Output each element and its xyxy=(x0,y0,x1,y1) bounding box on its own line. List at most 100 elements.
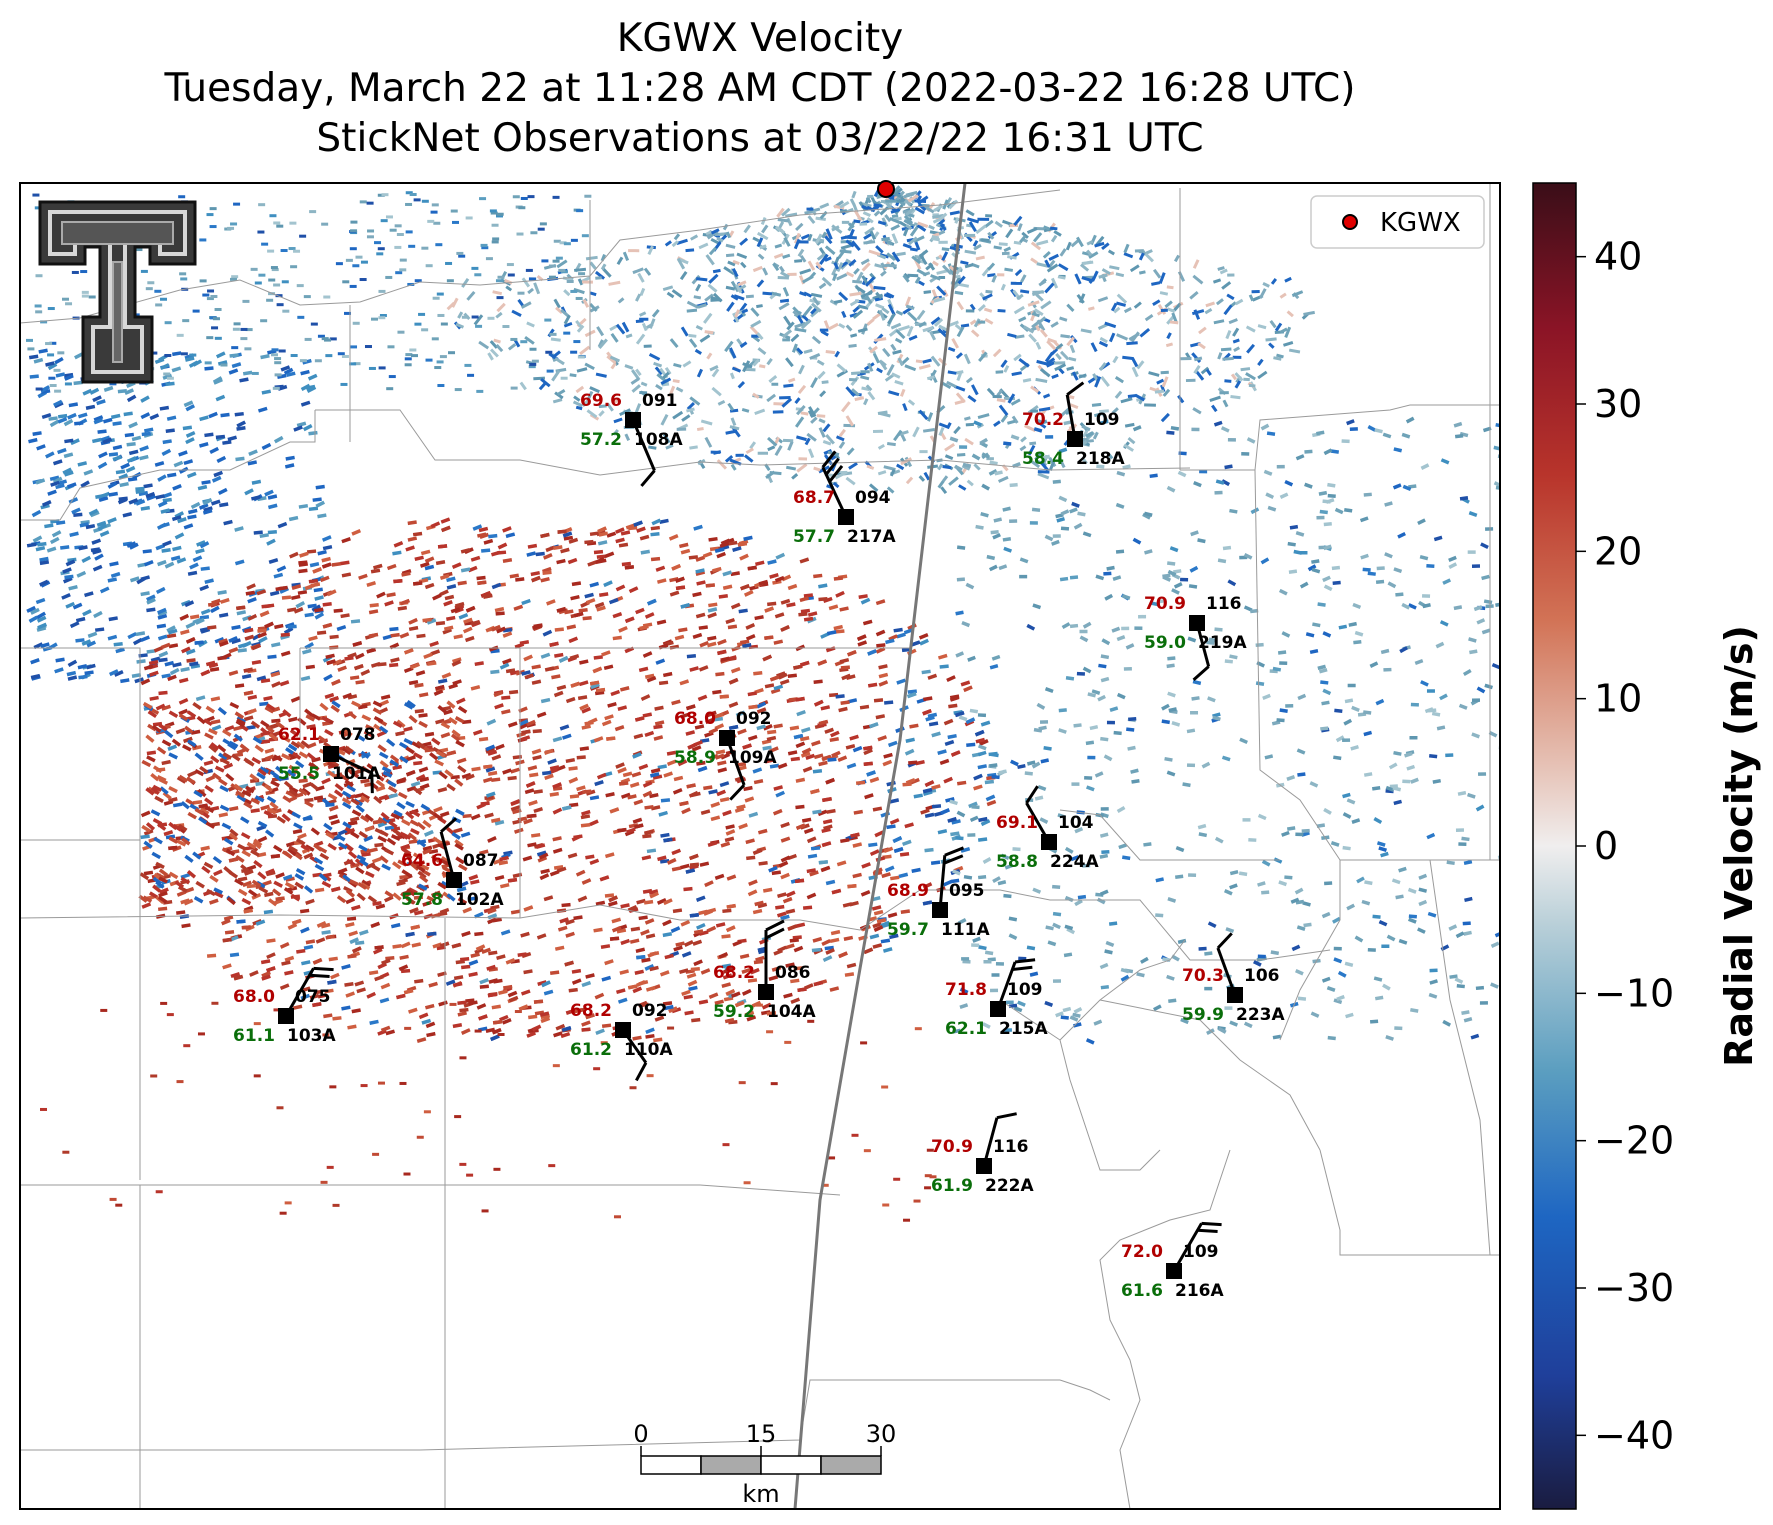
wind-barb xyxy=(944,846,965,857)
station-id: 224A xyxy=(1050,852,1099,872)
station-dewpoint: 61.9 xyxy=(931,1176,973,1196)
station-temperature: 70.2 xyxy=(1022,410,1064,430)
station-id: 215A xyxy=(999,1019,1048,1039)
station-marker xyxy=(278,1008,294,1024)
station-dewpoint: 58.4 xyxy=(1022,449,1064,469)
colorbar-tick-label: 20 xyxy=(1594,529,1642,573)
colorbar-tick-label: −20 xyxy=(1594,1119,1674,1163)
map-panel: 69.6 091 57.2 108A 70.2 109 58.4 218A 68.7 094 57.… xyxy=(19,182,1501,1510)
title-line-2: Tuesday, March 22 at 11:28 AM CDT (2022-… xyxy=(164,66,1356,111)
station-pressure: 109 xyxy=(1084,410,1120,430)
wind-barb xyxy=(1025,785,1039,804)
stickNet-stations: 69.6 091 57.2 108A 70.2 109 58.4 218A 68.7 094 57.… xyxy=(233,381,1285,1301)
station-id: 103A xyxy=(287,1026,336,1046)
station-id: 219A xyxy=(1198,633,1247,653)
station-id: 101A xyxy=(332,764,381,784)
station-marker xyxy=(1067,431,1083,447)
station-marker xyxy=(446,872,462,888)
station-dewpoint: 59.2 xyxy=(713,1002,755,1022)
wind-barb xyxy=(996,1112,1017,1120)
station-marker xyxy=(615,1022,631,1038)
station-pressure: 116 xyxy=(1206,594,1242,614)
station-218A: 70.2 109 58.4 218A xyxy=(1022,381,1125,469)
wind-barb-shaft xyxy=(982,1117,999,1167)
station-temperature: 71.8 xyxy=(945,980,987,1000)
title-line-1: KGWX Velocity xyxy=(616,16,904,61)
wind-barb xyxy=(370,772,374,794)
station-pressure: 109 xyxy=(1007,980,1043,1000)
scale-tick-30: 30 xyxy=(866,1420,897,1448)
station-pressure: 094 xyxy=(855,488,891,508)
station-dewpoint: 62.1 xyxy=(945,1019,987,1039)
wind-barb xyxy=(440,817,458,833)
station-id: 108A xyxy=(634,430,683,450)
radar-site-marker xyxy=(877,180,895,198)
station-marker xyxy=(1189,615,1205,631)
station-temperature: 64.6 xyxy=(401,851,443,871)
station-108A: 69.6 091 57.2 108A xyxy=(580,391,683,487)
wind-barb xyxy=(1197,1228,1218,1233)
legend: KGWX xyxy=(1310,195,1485,249)
station-temperature: 72.0 xyxy=(1121,1242,1163,1262)
station-id: 217A xyxy=(847,527,896,547)
station-dewpoint: 61.6 xyxy=(1121,1281,1163,1301)
station-marker xyxy=(838,509,854,525)
legend-label: KGWX xyxy=(1380,208,1461,238)
scale-unit: km xyxy=(742,1480,779,1508)
texas-tech-double-t-logo xyxy=(38,200,197,384)
station-dewpoint: 61.2 xyxy=(570,1040,612,1060)
station-id: 223A xyxy=(1236,1005,1285,1025)
station-temperature: 68.0 xyxy=(233,987,275,1007)
wind-barb xyxy=(943,854,964,865)
colorbar-tick-label: 40 xyxy=(1594,235,1642,279)
station-marker xyxy=(1041,834,1057,850)
station-dewpoint: 57.7 xyxy=(793,527,835,547)
station-marker xyxy=(719,730,735,746)
colorbar-tick-label: 0 xyxy=(1594,824,1618,868)
colorbar-tick-label: 10 xyxy=(1594,677,1642,721)
station-id: 222A xyxy=(985,1176,1034,1196)
wind-barb xyxy=(765,927,785,940)
station-dewpoint: 59.9 xyxy=(1182,1005,1224,1025)
station-id: 109A xyxy=(728,748,777,768)
station-temperature: 69.1 xyxy=(996,813,1038,833)
colorbar: 40 30 20 10 0 −10 −20 −30 −40 Radial Velocity (m… xyxy=(1532,182,1761,1510)
station-103A: 68.0 075 61.1 103A xyxy=(233,966,336,1046)
station-dewpoint: 57.8 xyxy=(401,890,443,910)
station-216A: 72.0 109 61.6 216A xyxy=(1121,1221,1224,1301)
wind-barb xyxy=(309,973,330,978)
wind-barb xyxy=(635,1062,648,1082)
scale-tick-15: 15 xyxy=(746,1420,777,1448)
station-id: 218A xyxy=(1076,449,1125,469)
station-215A: 71.8 109 62.1 215A xyxy=(945,958,1048,1039)
station-temperature: 68.2 xyxy=(713,963,755,983)
station-marker xyxy=(758,984,774,1000)
station-id: 104A xyxy=(767,1002,816,1022)
map-title: KGWX Velocity Tuesday, March 22 at 11:28… xyxy=(0,14,1520,164)
station-marker xyxy=(932,902,948,918)
station-111A: 68.9 095 59.7 111A xyxy=(887,846,990,940)
station-id: 216A xyxy=(1175,1281,1224,1301)
wind-barb-shaft xyxy=(821,466,848,518)
radar-velocity-field xyxy=(25,185,1500,1222)
station-217A: 68.7 094 57.7 217A xyxy=(793,450,896,547)
station-222A: 70.9 116 61.9 222A xyxy=(931,1112,1034,1196)
wind-barb xyxy=(640,469,656,487)
wind-barb xyxy=(824,457,840,476)
colorbar-label: Radial Velocity (m/s) xyxy=(1717,625,1761,1067)
wind-barb-shaft xyxy=(439,831,456,881)
wind-barb-shaft xyxy=(631,419,656,472)
colorbar-tick-label: −30 xyxy=(1594,1266,1674,1310)
colorbar-tick-label: −40 xyxy=(1594,1413,1674,1457)
station-temperature: 68.9 xyxy=(887,881,929,901)
station-dewpoint: 61.1 xyxy=(233,1026,275,1046)
station-temperature: 68.0 xyxy=(674,709,716,729)
wind-barb xyxy=(729,783,746,801)
station-marker xyxy=(323,746,339,762)
wind-barb xyxy=(765,919,785,932)
county-boundaries xyxy=(20,183,1500,1509)
station-temperature: 70.9 xyxy=(1144,594,1186,614)
wind-barb xyxy=(828,464,844,483)
station-dewpoint: 58.9 xyxy=(674,748,716,768)
